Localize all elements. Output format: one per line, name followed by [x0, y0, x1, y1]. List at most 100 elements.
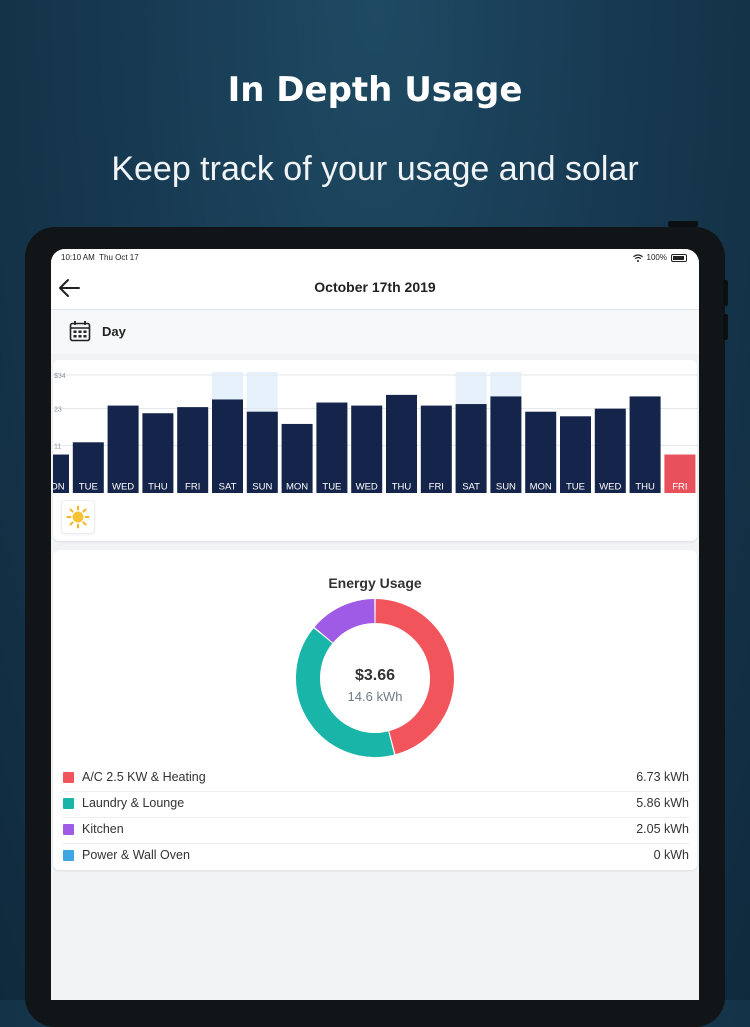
legend-swatch-ac: [63, 772, 74, 783]
app-screen: 10:10 AM Thu Oct 17 100% October 17th 20…: [51, 249, 699, 1000]
x-tick-label: WED: [356, 482, 378, 493]
usage-chart-card: $34 23 11 MON TUE WED THU FRI SAT SUN MON TUE WED THU…: [53, 360, 697, 541]
chart-bar[interactable]: [316, 402, 348, 479]
bar-label-bg: [72, 479, 104, 493]
legend-swatch-power: [63, 850, 74, 861]
back-arrow-icon: [59, 279, 80, 297]
chart-bar[interactable]: [490, 396, 522, 479]
legend-swatch-kitchen: [63, 824, 74, 835]
sun-icon: [66, 505, 90, 529]
chart-bar[interactable]: [629, 396, 661, 479]
bar-label-bg: [246, 479, 278, 493]
legend-name: Laundry & Lounge: [82, 796, 185, 810]
calendar-icon: [69, 321, 91, 342]
chart-bar[interactable]: [107, 405, 139, 479]
chart-bar[interactable]: [212, 399, 243, 479]
x-tick-label: THU: [635, 482, 655, 493]
status-date: Thu Oct 17: [99, 253, 139, 262]
bar-label-bg: [455, 479, 487, 493]
legend-value: 5.86 kWh: [636, 796, 689, 810]
y-tick-label: $34: [54, 373, 66, 380]
x-tick-label: SAT: [219, 482, 237, 493]
status-right: 100%: [632, 253, 687, 262]
legend-row-ac[interactable]: A/C 2.5 KW & Heating 6.73 kWh: [63, 766, 689, 792]
energy-usage-title: Energy Usage: [328, 575, 422, 591]
status-time: 10:10 AM: [61, 253, 95, 262]
donut-slice-2[interactable]: [314, 599, 376, 643]
energy-usage-card: Energy Usage $3.66 14.6 kWh A/C 2.5 KW &…: [53, 550, 697, 870]
y-tick-label: 11: [54, 443, 61, 450]
total-cost: $3.66: [354, 667, 396, 684]
bar-label-bg: [316, 479, 348, 493]
bar-label-bg: [664, 479, 696, 493]
bar-label-bg: [177, 479, 209, 493]
usage-bar-chart[interactable]: $34 23 11 MON TUE WED THU FRI SAT SUN MON TUE WED THU…: [53, 360, 697, 496]
bar-label-bg: [594, 479, 626, 493]
chart-bar[interactable]: [142, 413, 174, 479]
legend-name: A/C 2.5 KW & Heating: [82, 770, 206, 784]
legend-name: Power & Wall Oven: [82, 848, 190, 862]
bar-label-bg: [525, 479, 557, 493]
x-tick-label: FRI: [429, 482, 444, 493]
chart-bar[interactable]: [72, 442, 104, 479]
back-button[interactable]: [57, 275, 83, 301]
chart-bar[interactable]: [594, 408, 626, 479]
x-tick-label: SAT: [462, 482, 480, 493]
tablet-volume-up-button: [723, 280, 728, 306]
bar-label-bg: [351, 479, 383, 493]
chart-bar[interactable]: [177, 407, 209, 479]
tablet-top-button: [668, 221, 698, 227]
promo-subtitle: Keep track of your usage and solar: [111, 150, 639, 188]
x-tick-label: WED: [599, 482, 621, 493]
legend-name: Kitchen: [82, 822, 124, 836]
bar-label-bg: [560, 479, 591, 493]
chart-bar[interactable]: [560, 416, 591, 479]
x-tick-label: TUE: [79, 482, 98, 493]
x-tick-label: FRI: [185, 482, 200, 493]
period-label: Day: [102, 324, 126, 339]
energy-legend: A/C 2.5 KW & Heating 6.73 kWh Laundry & …: [63, 766, 689, 869]
chart-bar[interactable]: [351, 405, 383, 479]
bar-label-bg: [107, 479, 139, 493]
x-tick-label: MON: [53, 482, 65, 493]
bar-label-bg: [212, 479, 243, 493]
page-title: October 17th 2019: [314, 279, 436, 295]
period-selector[interactable]: Day: [51, 310, 699, 354]
solar-toggle-button[interactable]: [61, 500, 95, 534]
bar-label-bg: [281, 479, 313, 493]
x-tick-label: THU: [148, 482, 168, 493]
chart-bar[interactable]: [53, 454, 69, 479]
bar-label-bg: [142, 479, 174, 493]
chart-bar[interactable]: [281, 423, 313, 479]
legend-value: 0 kWh: [653, 848, 689, 862]
chart-bar[interactable]: [525, 411, 557, 479]
total-kwh: 14.6 kWh: [347, 689, 403, 704]
header-bar: October 17th 2019: [51, 267, 699, 310]
status-bar: 10:10 AM Thu Oct 17 100%: [51, 249, 699, 267]
chart-bar[interactable]: [455, 404, 487, 479]
bar-label-bg: [386, 479, 417, 493]
y-tick-label: 23: [54, 407, 62, 414]
status-left: 10:10 AM Thu Oct 17: [61, 253, 139, 262]
legend-value: 2.05 kWh: [636, 822, 689, 836]
donut-slice-0[interactable]: [375, 599, 454, 755]
x-tick-label: MON: [530, 482, 552, 493]
chart-bar[interactable]: [386, 394, 417, 479]
x-tick-label: THU: [392, 482, 412, 493]
legend-row-kitchen[interactable]: Kitchen 2.05 kWh: [63, 818, 689, 844]
tablet-volume-down-button: [723, 314, 728, 340]
chart-bar[interactable]: [420, 405, 452, 479]
chart-bar[interactable]: [246, 411, 278, 479]
energy-donut-chart[interactable]: [295, 598, 455, 758]
chart-bar[interactable]: [664, 454, 696, 479]
bar-label-bg: [490, 479, 522, 493]
promo-title: In Depth Usage: [227, 70, 523, 110]
x-tick-label: SUN: [252, 482, 272, 493]
legend-row-laundry[interactable]: Laundry & Lounge 5.86 kWh: [63, 792, 689, 818]
legend-row-power[interactable]: Power & Wall Oven 0 kWh: [63, 844, 689, 869]
bar-label-bg: [629, 479, 661, 493]
x-tick-label: MON: [286, 482, 308, 493]
x-tick-label: TUE: [566, 482, 585, 493]
battery-percent: 100%: [646, 253, 667, 262]
donut-slice-1[interactable]: [296, 628, 395, 757]
